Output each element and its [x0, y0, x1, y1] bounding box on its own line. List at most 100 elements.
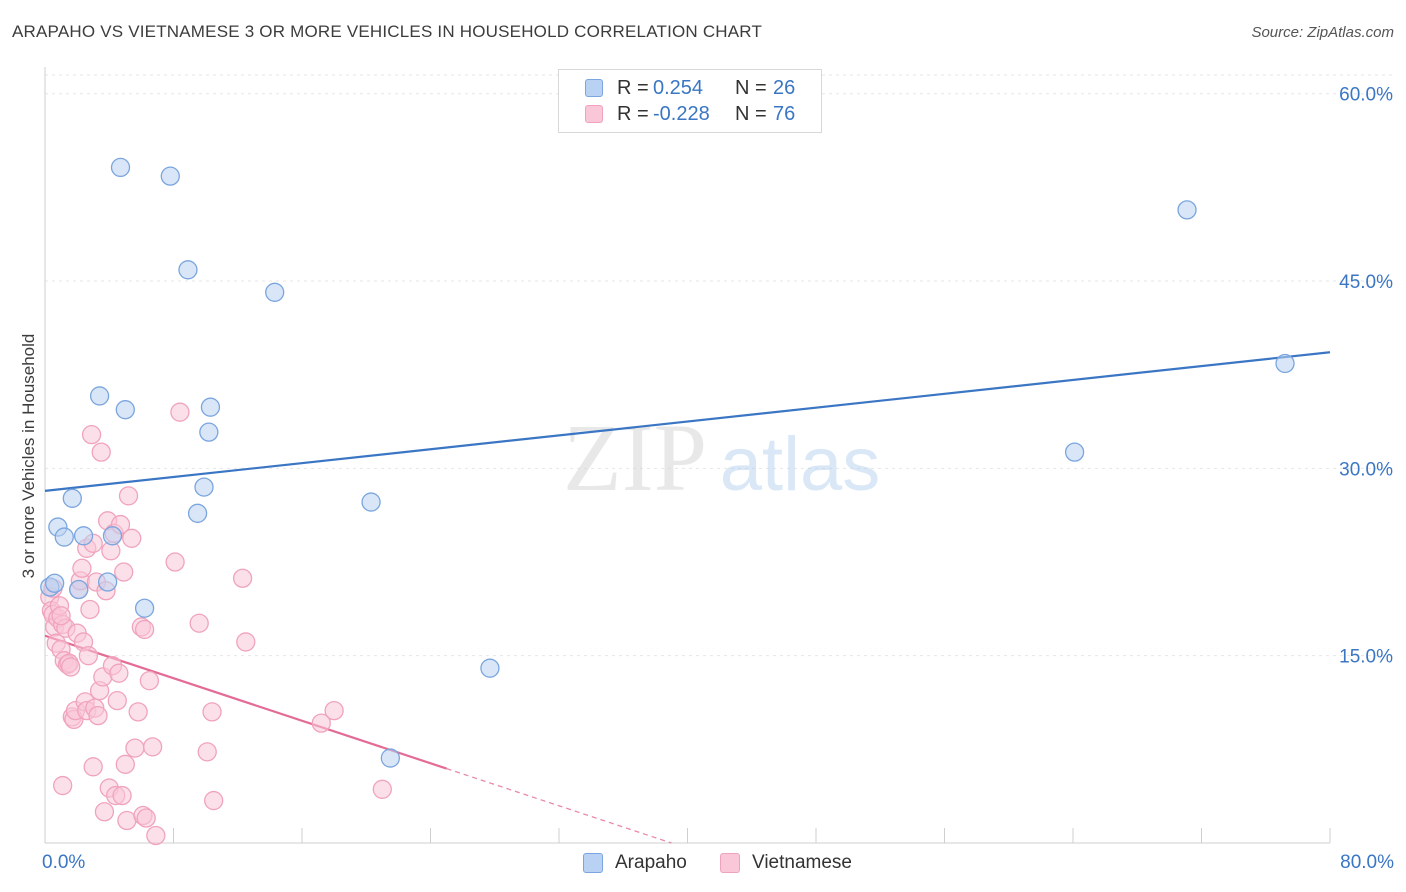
- vietnamese-point: [88, 705, 108, 726]
- vietnamese-point: [78, 646, 99, 666]
- vietnamese-point: [112, 785, 132, 806]
- arapaho-point: [187, 503, 208, 523]
- arapaho-point: [89, 386, 110, 406]
- vietnamese-point: [107, 690, 127, 711]
- arapaho-point: [134, 598, 155, 618]
- r-value: -0.228: [653, 102, 710, 125]
- arapaho-point: [160, 166, 180, 186]
- vietnamese-point: [202, 702, 222, 722]
- vietnamese-point: [311, 713, 331, 733]
- arapaho-point: [199, 422, 219, 442]
- y-tick-label: 60.0%: [1339, 85, 1393, 106]
- watermark-atlas: atlas: [720, 422, 881, 507]
- vietnamese-point: [170, 402, 190, 422]
- arapaho-point: [1177, 200, 1197, 220]
- arapaho-swatch-icon: [585, 79, 603, 97]
- arapaho-point: [1275, 353, 1295, 374]
- vietnamese-point: [136, 808, 156, 828]
- vietnamese-point: [125, 738, 145, 758]
- vietnamese-point: [122, 528, 142, 548]
- watermark-zip: ZIP: [563, 404, 707, 511]
- vietnamese-point: [139, 671, 160, 691]
- arapaho-point: [73, 526, 94, 546]
- chart-title: ARAPAHO VS VIETNAMESE 3 OR MORE VEHICLES…: [12, 22, 763, 41]
- y-tick-label: 45.0%: [1339, 272, 1393, 293]
- arapaho-trend-line: [44, 351, 1331, 492]
- legend-row-arapaho: R = 0.254 N = 26: [585, 76, 795, 100]
- data-points: [40, 157, 1295, 846]
- y-axis-label: 3 or more Vehicles in Household: [19, 334, 38, 579]
- arapaho-point: [62, 488, 82, 508]
- axes: [44, 67, 1331, 844]
- vietnamese-point: [189, 613, 209, 633]
- arapaho-legend-icon: [583, 853, 603, 873]
- source-label: Source: ZipAtlas.com: [1251, 24, 1394, 41]
- n-value: 26: [773, 76, 796, 99]
- arapaho-point: [200, 397, 221, 417]
- vietnamese-point: [83, 757, 103, 777]
- vietnamese-point: [197, 742, 217, 762]
- n-label: N =: [735, 102, 767, 125]
- vietnamese-point: [72, 558, 92, 578]
- legend-item-arapaho: Arapaho: [583, 852, 687, 874]
- x-min-label: 0.0%: [42, 852, 86, 873]
- vietnamese-point: [51, 606, 71, 626]
- vietnamese-legend-icon: [720, 853, 740, 873]
- y-tick-label: 30.0%: [1339, 459, 1393, 480]
- vietnamese-point: [146, 825, 166, 846]
- correlation-legend: R = 0.254 N = 26 R = -0.228 N = 76: [558, 69, 822, 133]
- n-value: 76: [773, 102, 796, 125]
- vietnamese-point: [81, 424, 102, 445]
- arapaho-point: [380, 748, 400, 768]
- arapaho-point: [102, 526, 123, 546]
- arapaho-point: [54, 527, 74, 547]
- arapaho-point: [97, 572, 118, 592]
- arapaho-point: [178, 260, 198, 280]
- arapaho-point: [480, 658, 500, 678]
- vietnamese-point: [118, 486, 139, 506]
- vietnamese-point: [204, 790, 224, 811]
- vietnamese-point: [53, 775, 73, 796]
- vietnamese-point: [109, 663, 129, 683]
- vietnamese-point: [115, 754, 135, 774]
- series-legend: Arapaho Vietnamese: [0, 850, 1406, 878]
- arapaho-point: [115, 400, 135, 420]
- vietnamese-point: [114, 562, 134, 582]
- y-tick-labels: 15.0% 30.0% 45.0% 60.0%: [1339, 85, 1393, 668]
- vietnamese-swatch-icon: [585, 105, 603, 123]
- vietnamese-point: [117, 810, 137, 831]
- arapaho-point: [44, 573, 65, 593]
- vietnamese-point: [91, 442, 111, 462]
- gridlines: [45, 74, 1392, 657]
- y-tick-label: 15.0%: [1339, 647, 1393, 668]
- watermark: ZIP atlas: [563, 404, 880, 511]
- vietnamese-trend-line: [44, 634, 447, 770]
- vietnamese-point: [80, 599, 100, 620]
- vietnamese-point: [142, 737, 163, 757]
- vietnamese-point: [134, 619, 155, 640]
- vietnamese-point: [324, 700, 344, 721]
- r-value: 0.254: [653, 76, 704, 99]
- legend-label-arapaho: Arapaho: [615, 852, 687, 873]
- vietnamese-point: [61, 657, 81, 677]
- vietnamese-point: [165, 552, 185, 572]
- vietnamese-point: [128, 702, 148, 722]
- arapaho-point: [69, 579, 89, 600]
- legend-label-vietnamese: Vietnamese: [752, 852, 852, 873]
- arapaho-point: [1064, 442, 1085, 462]
- vietnamese-trend-line-dashed: [446, 767, 672, 844]
- arapaho-point: [110, 157, 131, 178]
- arapaho-point: [265, 282, 285, 302]
- vietnamese-point: [232, 568, 253, 588]
- legend-row-vietnamese: R = -0.228 N = 76: [585, 102, 795, 126]
- vietnamese-point: [94, 802, 115, 822]
- x-max-label: 80.0%: [1340, 852, 1394, 873]
- arapaho-point: [194, 477, 214, 497]
- legend-item-vietnamese: Vietnamese: [720, 852, 852, 874]
- r-label: R =: [617, 76, 649, 99]
- r-label: R =: [617, 102, 649, 125]
- vietnamese-point: [236, 632, 256, 652]
- vietnamese-point: [372, 779, 392, 799]
- n-label: N =: [735, 76, 767, 99]
